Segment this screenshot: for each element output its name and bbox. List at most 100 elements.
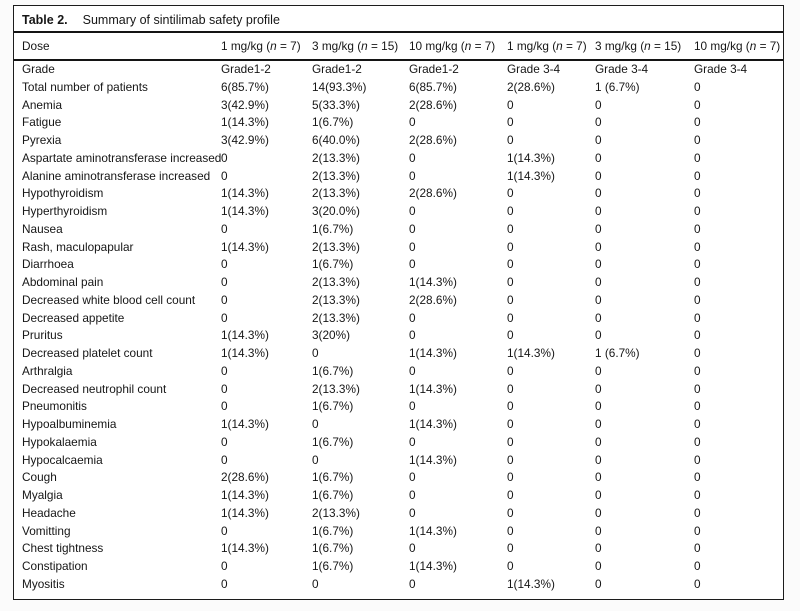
table-row: Nausea 0 1(6.7%) 0 0 0 0 bbox=[14, 221, 783, 239]
row-value: 0 bbox=[595, 541, 602, 556]
row-value: 0 bbox=[694, 168, 701, 183]
row-value: 2(28.6%) bbox=[507, 79, 555, 94]
row-value: 1(14.3%) bbox=[221, 488, 269, 502]
row-value: 2(13.3%) bbox=[312, 239, 360, 254]
table-row: Cough 2(28.6%) 1(6.7%) 0 0 0 0 bbox=[14, 469, 783, 487]
row-value: 1(14.3%) bbox=[409, 381, 457, 396]
row-value: 0 bbox=[221, 150, 228, 165]
table-row: Hypoalbuminemia 1(14.3%) 0 1(14.3%) 0 0 0 bbox=[14, 416, 783, 434]
row-label: Rash, maculopapular bbox=[22, 239, 134, 254]
row-value: 0 bbox=[409, 576, 416, 591]
row-value: 0 bbox=[507, 97, 514, 112]
row-value: 0 bbox=[221, 559, 228, 573]
row-value: 0 bbox=[694, 452, 701, 467]
row-value: 1(6.7%) bbox=[312, 221, 354, 236]
row-value: 0 bbox=[409, 310, 416, 325]
row-value: 1(14.3%) bbox=[221, 115, 269, 130]
row-label: Alanine aminotransferase increased bbox=[22, 168, 211, 183]
row-value: 0 bbox=[507, 559, 514, 573]
row-value: 3(20.0%) bbox=[312, 204, 360, 218]
row-value: 0 bbox=[595, 168, 602, 183]
row-label: Pruritus bbox=[22, 328, 63, 343]
table-row: Chest tightness 1(14.3%) 1(6.7%) 0 0 0 0 bbox=[14, 540, 783, 558]
row-label: Decreased white blood cell count bbox=[22, 292, 196, 307]
dose-header-label: Dose bbox=[14, 33, 221, 61]
row-value: 1(14.3%) bbox=[409, 346, 457, 360]
row-label: Nausea bbox=[22, 221, 63, 236]
row-value: 0 bbox=[507, 275, 514, 289]
row-value: 1(6.7%) bbox=[312, 115, 354, 130]
row-value: 0 bbox=[221, 292, 228, 307]
row-value: 0 bbox=[595, 470, 602, 485]
row-value: 2(13.3%) bbox=[312, 310, 360, 325]
row-label: Decreased platelet count bbox=[22, 346, 153, 360]
row-value: 0 bbox=[221, 381, 228, 396]
row-value: 0 bbox=[694, 523, 701, 538]
dose-column-header: 10 mg/kg (n = 7) bbox=[694, 33, 783, 61]
table-row: Hyperthyroidism 1(14.3%) 3(20.0%) 0 0 0 0 bbox=[14, 203, 783, 221]
row-value: 1(6.7%) bbox=[312, 470, 354, 485]
grade-column-header: Grade 3-4 bbox=[507, 62, 561, 76]
row-value: 0 bbox=[595, 452, 602, 467]
row-value: 0 bbox=[507, 221, 514, 236]
row-value: 0 bbox=[595, 488, 602, 502]
row-label: Pyrexia bbox=[22, 133, 62, 147]
row-value: 0 bbox=[694, 310, 701, 325]
row-value: 0 bbox=[595, 150, 602, 165]
row-value: 0 bbox=[409, 150, 416, 165]
row-value: 0 bbox=[221, 399, 228, 414]
row-value: 0 bbox=[507, 363, 514, 378]
row-label: Hyperthyroidism bbox=[22, 204, 108, 218]
dose-column-header: 3 mg/kg (n = 15) bbox=[595, 33, 694, 61]
row-label: Abdominal pain bbox=[22, 275, 104, 289]
row-value: 0 bbox=[694, 97, 701, 112]
row-value: 0 bbox=[694, 115, 701, 130]
row-value: 0 bbox=[507, 257, 514, 272]
table-row: Abdominal pain 0 2(13.3%) 1(14.3%) 0 0 0 bbox=[14, 274, 783, 292]
row-value: 1(14.3%) bbox=[221, 204, 269, 218]
safety-profile-table: Table 2. Summary of sintilimab safety pro… bbox=[13, 5, 784, 600]
row-value: 0 bbox=[595, 328, 602, 343]
row-label: Constipation bbox=[22, 559, 88, 573]
row-value: 0 bbox=[409, 115, 416, 130]
row-value: 0 bbox=[409, 257, 416, 272]
row-value: 0 bbox=[694, 434, 701, 449]
row-value: 1(14.3%) bbox=[409, 275, 457, 289]
row-value: 1(14.3%) bbox=[409, 452, 457, 467]
table-row: Arthralgia 0 1(6.7%) 0 0 0 0 bbox=[14, 363, 783, 381]
table-row: Decreased white blood cell count 0 2(13.3%… bbox=[14, 292, 783, 310]
row-value: 1(14.3%) bbox=[507, 346, 555, 360]
row-value: 1(14.3%) bbox=[507, 168, 555, 183]
row-value: 0 bbox=[409, 505, 416, 520]
row-label: Anemia bbox=[22, 97, 62, 112]
row-value: 0 bbox=[595, 363, 602, 378]
table-row: Myositis 0 0 0 1(14.3%) 0 0 bbox=[14, 576, 783, 594]
row-value: 0 bbox=[312, 576, 319, 591]
row-label: Chest tightness bbox=[22, 541, 104, 556]
row-value: 1(6.7%) bbox=[312, 541, 354, 556]
row-value: 0 bbox=[694, 150, 701, 165]
row-value: 2(13.3%) bbox=[312, 292, 360, 307]
row-value: 6(85.7%) bbox=[409, 79, 457, 94]
grade-column-header: Grade1-2 bbox=[409, 62, 459, 76]
row-value: 0 bbox=[595, 115, 602, 130]
dose-column-header: 10 mg/kg (n = 7) bbox=[409, 33, 507, 61]
row-value: 6(40.0%) bbox=[312, 133, 360, 147]
table-row: Diarrhoea 0 1(6.7%) 0 0 0 0 bbox=[14, 256, 783, 274]
row-value: 0 bbox=[694, 381, 701, 396]
row-value: 2(28.6%) bbox=[409, 133, 457, 147]
row-value: 0 bbox=[507, 239, 514, 254]
row-label: Headache bbox=[22, 505, 76, 520]
row-value: 0 bbox=[694, 541, 701, 556]
row-value: 0 bbox=[507, 452, 514, 467]
row-value: 1(14.3%) bbox=[409, 523, 457, 538]
row-value: 0 bbox=[221, 434, 228, 449]
row-value: 0 bbox=[507, 505, 514, 520]
grade-column-header: Grade1-2 bbox=[312, 62, 362, 76]
row-value: 0 bbox=[595, 523, 602, 538]
row-label: Myositis bbox=[22, 576, 65, 591]
table-row: Hypokalaemia 0 1(6.7%) 0 0 0 0 bbox=[14, 434, 783, 452]
row-value: 0 bbox=[694, 133, 701, 147]
row-value: 3(42.9%) bbox=[221, 97, 269, 112]
table-row: Rash, maculopapular 1(14.3%) 2(13.3%) 0 0 0 0 bbox=[14, 239, 783, 257]
